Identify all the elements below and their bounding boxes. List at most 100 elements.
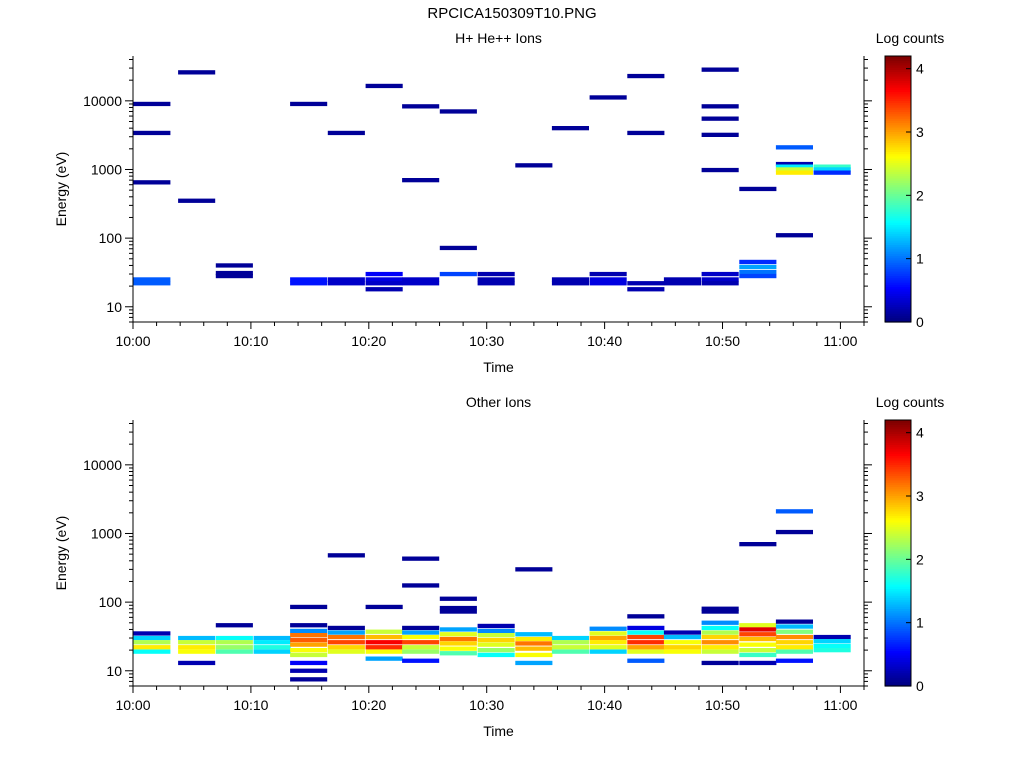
heatmap-cell (627, 649, 665, 654)
heatmap-cell (477, 648, 515, 653)
heatmap-cell (663, 645, 701, 650)
heatmap-cell (515, 636, 553, 642)
heatmap-cell (290, 660, 328, 666)
heatmap-cell (215, 640, 253, 645)
colorbar-step (885, 302, 911, 305)
colorbar-step (885, 515, 911, 519)
heatmap-cell (365, 604, 403, 610)
heatmap-cell (290, 668, 328, 673)
colorbar-step (885, 530, 911, 534)
heatmap-cell (701, 167, 739, 173)
colorbar-step (885, 466, 911, 470)
colorbar-step (885, 310, 911, 314)
colorbar-step (885, 659, 911, 663)
colorbar-tick-label: 4 (916, 425, 924, 441)
heatmap-cell (775, 634, 813, 640)
heatmap-cell (439, 109, 477, 114)
colorbar-step (885, 193, 911, 197)
colorbar-step (885, 639, 911, 643)
colorbar-step (885, 652, 911, 656)
heatmap-cell (627, 625, 665, 631)
colorbar-step (885, 208, 911, 212)
panel-2: 10:00 10:10 10:20 10:30 10:40 10:50 11:0010100… (53, 394, 944, 739)
colorbar-step (885, 273, 911, 277)
heatmap-cell (627, 640, 665, 645)
colorbar-step (885, 579, 911, 583)
heatmap-cell (215, 645, 253, 650)
heatmap-cell (551, 649, 589, 654)
heatmap-cell (739, 186, 777, 192)
colorbar-step (885, 451, 911, 454)
heatmap-cell (402, 178, 440, 183)
colorbar-frame (884, 55, 912, 323)
heatmap-cell (290, 628, 328, 634)
colorbar-step (885, 679, 911, 683)
heatmap-cell (365, 656, 403, 661)
x-tick-label: 10:10 (233, 697, 268, 713)
colorbar-step (885, 575, 911, 578)
colorbar-step (885, 306, 911, 310)
colorbar-step (885, 446, 911, 450)
colorbar-step (885, 126, 911, 130)
colorbar-step (885, 242, 911, 246)
colorbar-step (885, 539, 911, 543)
heatmap-cell (739, 542, 777, 547)
heatmap-cell (290, 281, 328, 286)
heatmap-cell (813, 639, 851, 644)
colorbar-step (885, 661, 911, 665)
y-tick-label: 1000 (91, 161, 122, 177)
colorbar-step (885, 617, 911, 621)
colorbar-step (885, 615, 911, 618)
colorbar-step (885, 80, 911, 84)
heatmap-cell (215, 635, 253, 641)
heatmap-cell (589, 635, 627, 641)
colorbar-step (885, 60, 911, 64)
colorbar-step (885, 235, 911, 239)
heatmap-cell (627, 614, 665, 619)
heatmap-cell (133, 180, 171, 185)
heatmap-cell (515, 646, 553, 651)
heatmap-cell (701, 104, 739, 109)
colorbar-step (885, 482, 911, 485)
heatmap-cell (775, 645, 813, 650)
heatmap-cell (627, 73, 665, 79)
colorbar-step (885, 151, 911, 155)
heatmap-cell (365, 277, 403, 282)
colorbar-step (885, 464, 911, 468)
colorbar-step (885, 217, 911, 221)
colorbar-step (885, 288, 911, 292)
colorbar-step (885, 577, 911, 581)
heatmap-cell (701, 606, 739, 611)
colorbar-step (885, 233, 911, 237)
heatmap-cell (439, 632, 477, 637)
colorbar-step (885, 657, 911, 660)
heatmap-cell (551, 126, 589, 131)
heatmap-cell (477, 271, 515, 277)
colorbar-step (885, 100, 911, 104)
colorbar-step (885, 62, 911, 66)
heatmap-cell (439, 596, 477, 601)
heatmap-cell (133, 277, 171, 282)
panel-1: 10:00 10:10 10:20 10:30 10:40 10:50 11:0010100… (53, 30, 944, 375)
heatmap-cell (701, 281, 739, 286)
colorbar-step (885, 630, 911, 634)
heatmap-cell (739, 648, 777, 653)
heatmap-cell (365, 640, 403, 645)
y-tick-label: 10 (106, 663, 122, 679)
colorbar-step (885, 444, 911, 448)
heatmap-cell (627, 645, 665, 650)
colorbar-label: Log counts (876, 394, 945, 410)
heatmap-cell (627, 658, 665, 663)
colorbar-step (885, 519, 911, 523)
colorbar-step (885, 290, 911, 294)
heatmap-cell (701, 649, 739, 654)
colorbar-step (885, 595, 911, 598)
heatmap-cell (439, 609, 477, 614)
colorbar-step (885, 91, 911, 95)
colorbar-step (885, 78, 911, 81)
colorbar-step (885, 266, 911, 270)
colorbar-step (885, 69, 911, 73)
colorbar-step (885, 56, 911, 59)
heatmap-cell (663, 649, 701, 654)
colorbar-step (885, 133, 911, 137)
